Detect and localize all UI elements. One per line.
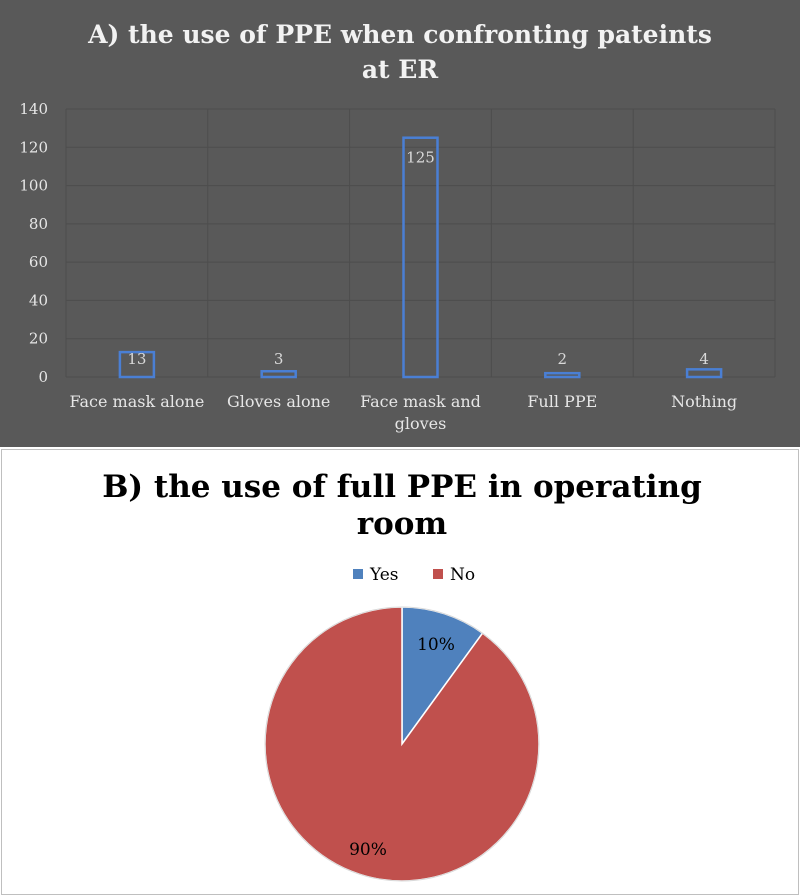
y-tick-label: 0 (38, 368, 48, 386)
y-tick-label: 60 (29, 253, 48, 271)
legend-label-no: No (450, 565, 475, 585)
y-tick-label: 20 (29, 330, 48, 348)
pie-data-label-no: 90% (349, 840, 387, 860)
pie-legend: Yes No (353, 565, 475, 585)
x-tick-label: Nothing (671, 392, 737, 411)
bar-data-label: 13 (127, 350, 146, 368)
x-tick-label: Full PPE (527, 392, 597, 411)
legend-swatch-no (433, 569, 443, 579)
x-tick-label: Face mask alone (69, 392, 204, 411)
legend-swatch-yes (353, 569, 363, 579)
y-tick-label: 40 (29, 291, 48, 309)
pie-data-label-yes: 10% (417, 635, 455, 655)
pie-chart-title-line-1: B) the use of full PPE in operating (102, 469, 702, 505)
bar-chart: A) the use of PPE when confronting patei… (19, 20, 776, 433)
bar-data-label: 3 (274, 350, 284, 368)
bar-chart-panel: A) the use of PPE when confronting patei… (0, 0, 800, 447)
bar-chart-title-line-1: A) the use of PPE when confronting patei… (87, 20, 712, 49)
bar-data-label: 2 (558, 350, 568, 368)
pie-chart-panel: B) the use of full PPE in operating room… (1, 449, 799, 895)
bar (260, 370, 297, 379)
bar-data-label: 4 (699, 350, 709, 368)
bar (544, 371, 581, 379)
x-tick-label: gloves (395, 414, 447, 433)
pie-chart: B) the use of full PPE in operating room… (102, 469, 702, 882)
x-tick-label: Face mask and (360, 392, 481, 411)
pie-slice-no (264, 606, 540, 882)
bar (118, 350, 156, 379)
y-tick-label: 80 (29, 215, 48, 233)
y-tick-label: 140 (19, 100, 48, 118)
bar (402, 136, 439, 379)
bar-data-label: 125 (406, 149, 435, 167)
bar (685, 368, 723, 379)
y-tick-label: 120 (19, 138, 48, 156)
bar-chart-title-line-2: at ER (362, 55, 439, 84)
x-tick-label: Gloves alone (227, 392, 330, 411)
pie-chart-title-line-2: room (357, 506, 448, 542)
pie-outline (264, 606, 540, 882)
legend-label-yes: Yes (369, 565, 399, 585)
y-tick-label: 100 (19, 177, 48, 195)
